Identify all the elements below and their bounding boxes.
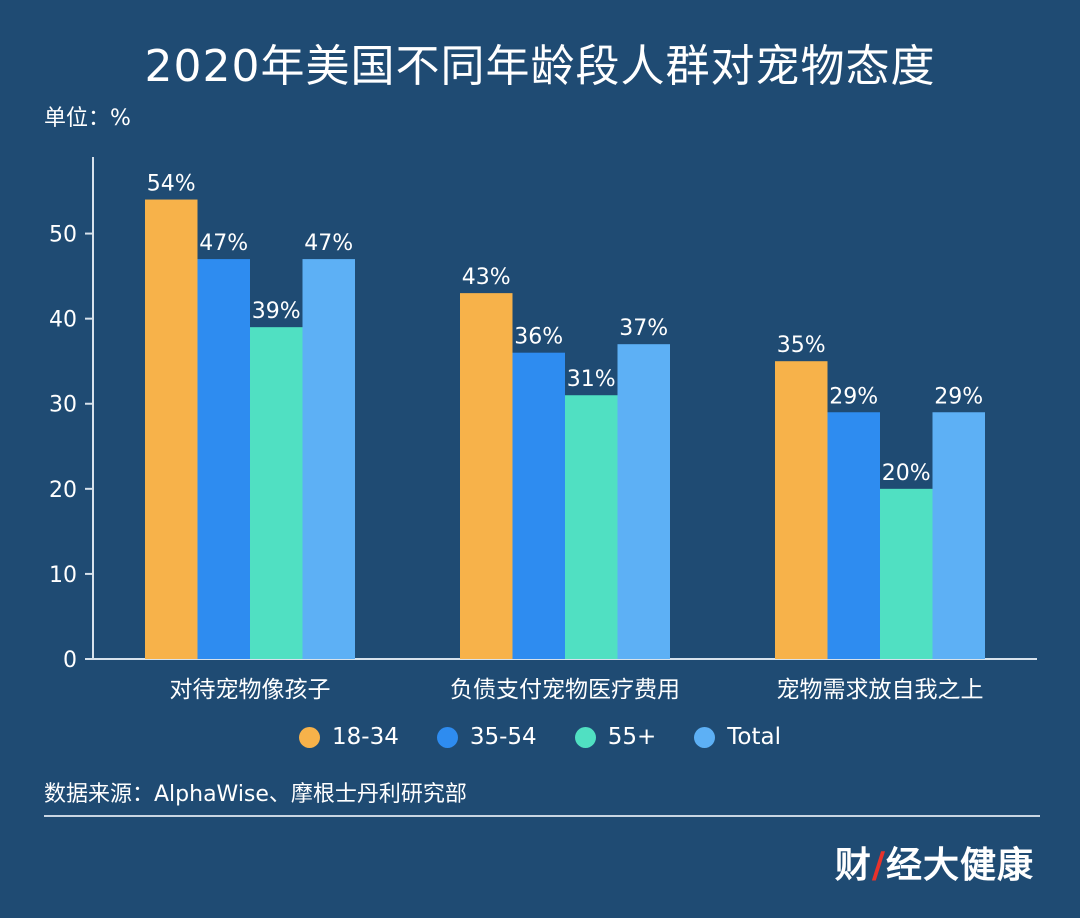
data-label: 47%	[199, 231, 248, 256]
legend-label-55-plus: 55+	[607, 724, 657, 750]
bar-Total-1	[617, 344, 670, 659]
chart-title: 2020年美国不同年龄段人群对宠物态度	[144, 41, 936, 92]
y-tick-label: 50	[49, 223, 77, 248]
bar-35-54-1	[512, 352, 565, 659]
y-tick-label: 0	[63, 648, 77, 673]
data-label: 36%	[514, 325, 563, 350]
y-tick-label: 10	[49, 563, 77, 588]
bar-Total-0	[302, 259, 355, 659]
data-label: 29%	[934, 384, 983, 409]
legend-label-18-34: 18-34	[332, 724, 399, 750]
y-tick-label: 30	[49, 393, 77, 418]
legend-dot-total	[694, 726, 716, 748]
legend-dot-35-54	[436, 726, 458, 748]
x-tick-label: 负债支付宠物医疗费用	[450, 677, 680, 703]
legend-dot-18-34	[299, 726, 321, 748]
legend-label-total: Total	[727, 724, 781, 750]
x-tick-label: 宠物需求放自我之上	[777, 677, 984, 703]
bar-18-34-2	[775, 361, 828, 659]
data-label: 39%	[252, 299, 301, 324]
legend-item-18-34: 18-34	[299, 724, 399, 750]
brand-part2: 经大健康	[885, 845, 1034, 886]
bar-Total-2	[932, 412, 985, 659]
data-label: 43%	[462, 265, 511, 290]
data-label: 37%	[619, 316, 668, 341]
data-label: 35%	[777, 333, 826, 358]
data-label: 31%	[567, 367, 616, 392]
data-label: 54%	[147, 172, 196, 197]
divider	[44, 815, 1040, 817]
bar-18-34-1	[460, 293, 513, 659]
bar-55+-0	[250, 327, 303, 659]
bar-55+-1	[565, 395, 618, 659]
bar-35-54-2	[827, 412, 880, 659]
unit-label: 单位：%	[44, 106, 131, 131]
x-tick-label: 对待宠物像孩子	[170, 677, 331, 703]
data-label: 29%	[829, 384, 878, 409]
legend-item-55-plus: 55+	[574, 724, 657, 750]
legend-item-35-54: 35-54	[436, 724, 537, 750]
y-tick-label: 40	[49, 308, 77, 333]
data-label: 47%	[304, 231, 353, 256]
brand-logo: 财/经大健康	[835, 836, 1034, 888]
data-label: 20%	[882, 461, 931, 486]
brand-slash: /	[871, 845, 886, 886]
legend-label-35-54: 35-54	[469, 724, 537, 750]
y-tick-label: 20	[49, 478, 77, 503]
brand-part1: 财	[834, 845, 872, 886]
bar-18-34-0	[145, 199, 198, 660]
legend: 18-34 35-54 55+ Total	[0, 724, 1080, 750]
bar-55+-2	[880, 488, 933, 659]
bar-35-54-0	[197, 259, 250, 659]
legend-dot-55-plus	[574, 726, 596, 748]
source-note: 数据来源：AlphaWise、摩根士丹利研究部	[44, 782, 467, 807]
legend-item-total: Total	[694, 724, 781, 750]
